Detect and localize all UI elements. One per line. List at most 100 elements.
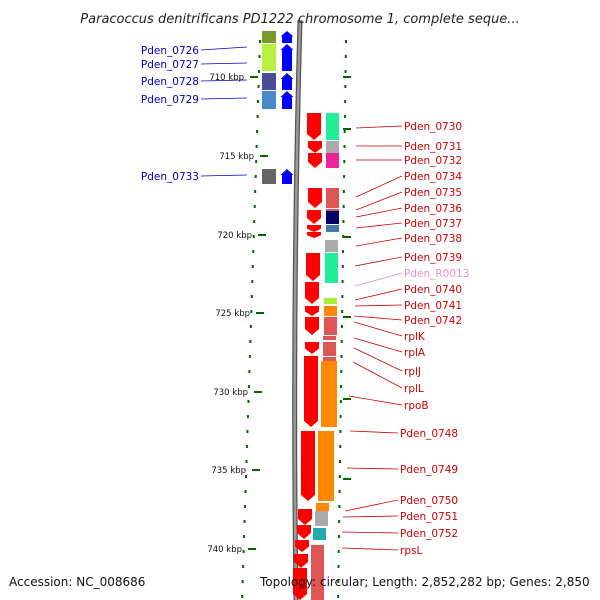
- gene-label-right: rpoB: [404, 400, 429, 412]
- gene-leader-right: [354, 288, 403, 301]
- gene-leader-right: [355, 125, 403, 129]
- gene-leader-right: [353, 337, 403, 353]
- guide-dot-right: [341, 265, 344, 268]
- guide-dot-left: [243, 520, 246, 523]
- reverse-arrow: [295, 540, 309, 552]
- forward-arrow: [280, 44, 294, 71]
- gene-block-right: [326, 211, 339, 224]
- kbp-tick: [248, 548, 256, 550]
- kbp-tick-label: 730 kbp: [213, 388, 248, 398]
- reverse-arrow: [301, 431, 315, 501]
- gene-leader-right: [355, 207, 403, 218]
- guide-dot-left: [256, 130, 259, 133]
- gene-block-right: [313, 528, 326, 540]
- kbp-tick-label: 710 kbp: [209, 73, 244, 83]
- gene-leader-right: [354, 272, 403, 287]
- guide-dot-left: [259, 40, 261, 43]
- guide-dot-left: [250, 310, 253, 313]
- gene-label-right: rplA: [404, 347, 426, 359]
- reverse-arrow: [308, 188, 322, 208]
- guide-dot-right: [340, 370, 343, 373]
- gene-label-right: Pden_0742: [404, 315, 462, 327]
- gene-label-right: Pden_0748: [400, 428, 458, 440]
- kbp-tick-label: 715 kbp: [219, 152, 254, 162]
- gene-leader-right: [352, 361, 403, 389]
- forward-arrow: [280, 31, 294, 43]
- guide-dot-right: [340, 355, 343, 358]
- guide-dot-right: [341, 295, 344, 298]
- gene-block-right: [321, 361, 337, 427]
- gene-label-right: Pden_0751: [400, 511, 458, 523]
- reverse-arrow: [298, 509, 312, 525]
- guide-dot-right: [342, 220, 345, 223]
- gene-label-right: rpsL: [400, 545, 422, 557]
- guide-dot-left: [254, 175, 257, 178]
- gene-label-left: Pden_0729: [141, 94, 199, 106]
- gene-leader-right: [355, 237, 403, 247]
- gene-label-left: Pden_0728: [141, 76, 199, 88]
- gene-label-right: Pden_0735: [404, 187, 462, 199]
- gene-leader-right: [346, 467, 399, 470]
- gene-block-left: [262, 73, 276, 90]
- guide-dot-right: [339, 415, 342, 418]
- guide-dot-left: [245, 445, 248, 448]
- guide-dot-left: [247, 385, 250, 388]
- gene-block-right: [326, 141, 339, 153]
- gene-label-right: Pden_0739: [404, 252, 462, 264]
- guide-dot-right: [342, 190, 345, 193]
- gene-block-right: [323, 336, 336, 340]
- guide-dot-left: [258, 55, 261, 58]
- forward-arrow: [280, 91, 294, 109]
- gene-leader-left: [200, 79, 248, 82]
- gene-label-right: Pden_0750: [400, 495, 458, 507]
- guide-dot-left: [252, 235, 255, 238]
- guide-dot-left: [242, 550, 245, 553]
- guide-dot-right: [344, 85, 347, 88]
- tick-dash-right: [343, 478, 351, 480]
- gene-label-right: Pden_0752: [400, 528, 458, 540]
- gene-block-right: [316, 503, 329, 511]
- gene-leader-right: [342, 515, 399, 518]
- guide-dot-left: [245, 475, 248, 478]
- gene-leader-right: [355, 175, 403, 198]
- guide-dot-right: [337, 565, 340, 568]
- guide-dot-left: [255, 145, 258, 148]
- reverse-arrow: [307, 113, 321, 140]
- kbp-tick: [250, 76, 258, 78]
- gene-block-right: [326, 153, 339, 168]
- gene-leader-right: [354, 256, 403, 267]
- guide-dot-right: [345, 40, 347, 43]
- guide-dot-left: [241, 580, 244, 583]
- reverse-arrow: [308, 141, 322, 153]
- gene-leader-right: [353, 347, 403, 372]
- guide-dot-right: [344, 55, 347, 58]
- guide-dot-left: [246, 430, 249, 433]
- guide-dot-left: [249, 340, 252, 343]
- gene-label-left: Pden_0727: [141, 59, 199, 71]
- gene-block-right: [326, 188, 339, 208]
- gene-block-right: [318, 431, 334, 501]
- gene-label-right: Pden_0731: [404, 141, 462, 153]
- guide-dot-right: [338, 475, 341, 478]
- gene-label-right: Pden_0734: [404, 171, 462, 183]
- gene-block-right: [323, 342, 336, 356]
- gene-label-right: rplL: [404, 383, 424, 395]
- gene-block-right: [315, 511, 328, 526]
- gene-leader-left: [200, 46, 248, 51]
- map-title: Paracoccus denitrificans PD1222 chromoso…: [80, 12, 519, 27]
- gene-leader-right: [341, 547, 399, 551]
- reverse-arrow: [305, 306, 319, 316]
- gene-block-left: [262, 169, 276, 184]
- guide-dot-right: [340, 325, 343, 328]
- kbp-tick-label: 740 kbp: [207, 545, 242, 555]
- reverse-arrow: [307, 225, 321, 232]
- topology-text: Topology: circular; Length: 2,852,282 bp…: [259, 575, 590, 589]
- guide-dot-right: [342, 250, 344, 253]
- guide-dot-right: [338, 490, 341, 493]
- guide-dot-right: [344, 100, 347, 103]
- gene-label-right: Pden_0730: [404, 121, 462, 133]
- reverse-arrow: [294, 554, 308, 568]
- guide-dot-left: [251, 280, 254, 283]
- kbp-tick: [256, 312, 264, 314]
